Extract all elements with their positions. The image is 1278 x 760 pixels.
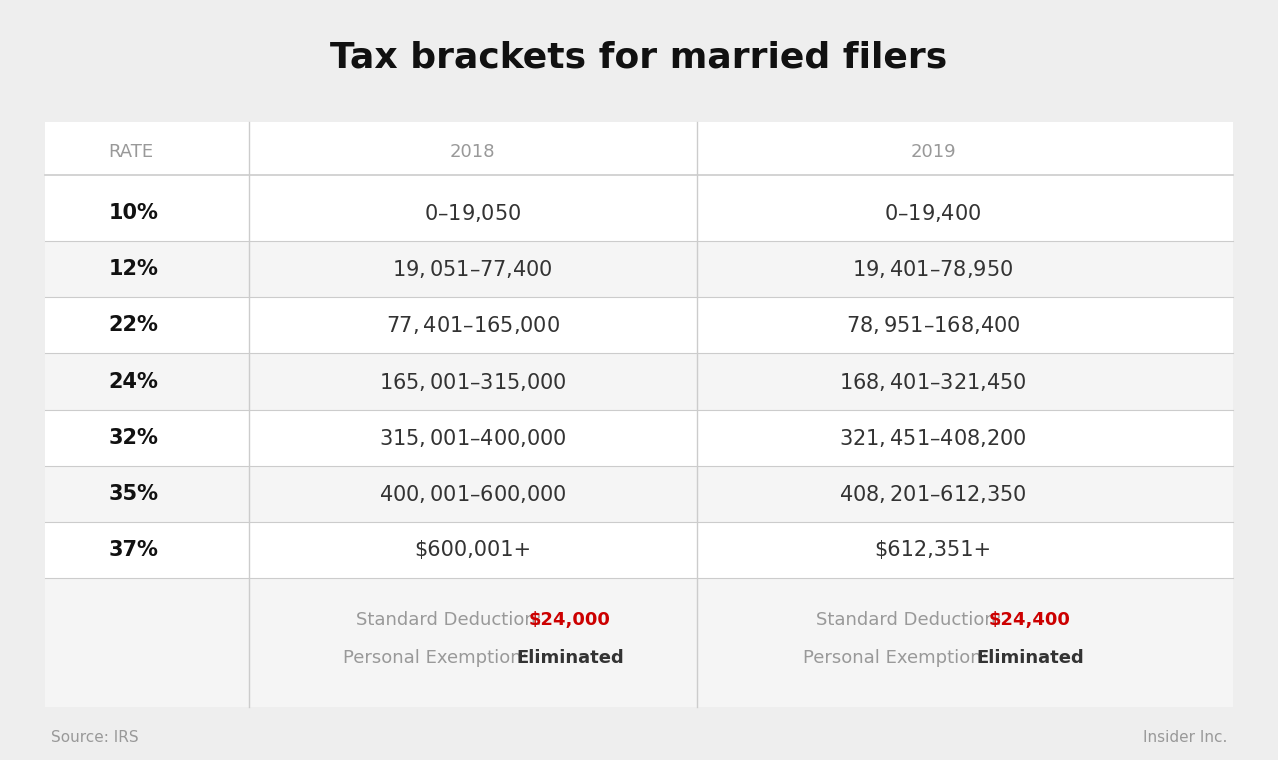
Text: Eliminated: Eliminated xyxy=(516,649,624,667)
Text: Insider Inc.: Insider Inc. xyxy=(1143,730,1227,745)
Text: 2018: 2018 xyxy=(450,143,496,161)
Text: 2019: 2019 xyxy=(910,143,956,161)
Text: $24,400: $24,400 xyxy=(989,611,1071,629)
Text: RATE: RATE xyxy=(109,143,153,161)
Text: 10%: 10% xyxy=(109,203,158,223)
Text: $400,001–$600,000: $400,001–$600,000 xyxy=(380,483,566,505)
Text: $77,401 – $165,000: $77,401 – $165,000 xyxy=(386,315,560,336)
Text: $168,401 – $321,450: $168,401 – $321,450 xyxy=(840,371,1026,392)
Text: 24%: 24% xyxy=(109,372,158,391)
Text: Standard Deduction:: Standard Deduction: xyxy=(357,611,548,629)
Text: $321,451 – $408,200: $321,451 – $408,200 xyxy=(840,427,1026,448)
Text: $612,351+: $612,351+ xyxy=(874,540,992,560)
Text: 22%: 22% xyxy=(109,315,158,335)
Text: Personal Exemption:: Personal Exemption: xyxy=(804,649,994,667)
Text: Source: IRS: Source: IRS xyxy=(51,730,139,745)
Text: Tax brackets for married filers: Tax brackets for married filers xyxy=(331,40,947,74)
Text: Standard Deduction:: Standard Deduction: xyxy=(817,611,1008,629)
Text: $600,001+: $600,001+ xyxy=(414,540,532,560)
Text: $165,001 – $315,000: $165,001 – $315,000 xyxy=(380,371,566,392)
Text: $408,201 – $612,350: $408,201 – $612,350 xyxy=(840,483,1026,505)
Text: $24,000: $24,000 xyxy=(529,611,611,629)
Text: 37%: 37% xyxy=(109,540,158,560)
Text: 32%: 32% xyxy=(109,428,158,448)
Text: $19,051 – $77,400: $19,051 – $77,400 xyxy=(392,258,553,280)
Text: 35%: 35% xyxy=(109,484,158,504)
Text: Eliminated: Eliminated xyxy=(976,649,1084,667)
Text: 12%: 12% xyxy=(109,259,158,279)
Text: $315,001 – $400,000: $315,001 – $400,000 xyxy=(380,427,566,448)
Text: $0 – $19,400: $0 – $19,400 xyxy=(884,202,982,223)
Text: Personal Exemption:: Personal Exemption: xyxy=(344,649,534,667)
Text: $0 – $19,050: $0 – $19,050 xyxy=(424,202,521,223)
Text: $19,401 – $78,950: $19,401 – $78,950 xyxy=(852,258,1013,280)
Text: $78,951 – $168,400: $78,951 – $168,400 xyxy=(846,315,1020,336)
